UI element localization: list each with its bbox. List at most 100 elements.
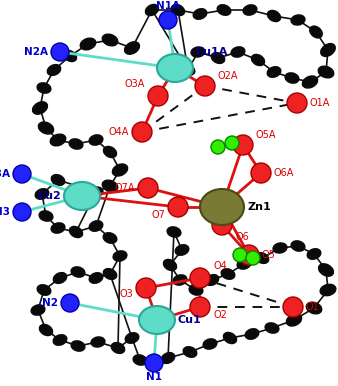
- Ellipse shape: [291, 15, 305, 25]
- Ellipse shape: [231, 47, 245, 57]
- Ellipse shape: [139, 306, 175, 334]
- Ellipse shape: [291, 241, 305, 251]
- Ellipse shape: [40, 324, 52, 335]
- Ellipse shape: [37, 83, 51, 93]
- Ellipse shape: [103, 146, 117, 157]
- Ellipse shape: [223, 332, 237, 344]
- Ellipse shape: [306, 302, 322, 314]
- Ellipse shape: [221, 269, 235, 279]
- Ellipse shape: [255, 252, 269, 263]
- Ellipse shape: [145, 4, 159, 15]
- Ellipse shape: [190, 268, 210, 288]
- Text: N3A: N3A: [0, 169, 10, 179]
- Ellipse shape: [251, 163, 271, 183]
- Ellipse shape: [168, 197, 188, 217]
- Ellipse shape: [124, 42, 140, 54]
- Text: O3: O3: [119, 289, 133, 299]
- Text: O5: O5: [262, 250, 276, 260]
- Ellipse shape: [171, 4, 185, 15]
- Text: O1A: O1A: [310, 98, 330, 108]
- Ellipse shape: [243, 5, 257, 15]
- Ellipse shape: [64, 182, 100, 210]
- Text: N1: N1: [146, 372, 162, 382]
- Ellipse shape: [39, 122, 54, 134]
- Ellipse shape: [89, 135, 103, 145]
- Ellipse shape: [307, 249, 321, 259]
- Ellipse shape: [132, 122, 152, 142]
- Ellipse shape: [283, 297, 303, 317]
- Ellipse shape: [318, 66, 334, 78]
- Ellipse shape: [148, 86, 168, 106]
- Ellipse shape: [111, 343, 125, 354]
- Ellipse shape: [125, 333, 139, 343]
- Ellipse shape: [35, 189, 49, 199]
- Ellipse shape: [225, 136, 239, 150]
- Ellipse shape: [245, 329, 259, 339]
- Ellipse shape: [211, 140, 225, 154]
- Text: O7: O7: [151, 210, 165, 220]
- Ellipse shape: [13, 165, 31, 183]
- Ellipse shape: [265, 323, 279, 333]
- Ellipse shape: [233, 248, 247, 262]
- Ellipse shape: [203, 339, 217, 349]
- Ellipse shape: [159, 11, 177, 29]
- Ellipse shape: [37, 285, 51, 295]
- Ellipse shape: [205, 274, 219, 285]
- Ellipse shape: [138, 178, 158, 198]
- Ellipse shape: [191, 47, 205, 57]
- Ellipse shape: [233, 135, 253, 155]
- Ellipse shape: [71, 341, 85, 351]
- Ellipse shape: [32, 102, 47, 114]
- Ellipse shape: [80, 38, 96, 50]
- Text: O4: O4: [213, 261, 227, 271]
- Text: O4A: O4A: [108, 127, 129, 137]
- Ellipse shape: [102, 34, 118, 46]
- Ellipse shape: [318, 264, 334, 276]
- Ellipse shape: [161, 352, 175, 363]
- Text: Cu2: Cu2: [37, 191, 61, 201]
- Ellipse shape: [164, 259, 176, 271]
- Ellipse shape: [246, 251, 260, 265]
- Ellipse shape: [212, 215, 232, 235]
- Ellipse shape: [181, 65, 195, 75]
- Ellipse shape: [69, 139, 83, 149]
- Ellipse shape: [53, 335, 67, 345]
- Ellipse shape: [200, 189, 244, 225]
- Ellipse shape: [267, 67, 281, 77]
- Ellipse shape: [53, 273, 67, 283]
- Ellipse shape: [89, 187, 103, 197]
- Ellipse shape: [239, 245, 259, 265]
- Ellipse shape: [237, 259, 251, 269]
- Ellipse shape: [13, 203, 31, 221]
- Text: O1: O1: [306, 302, 320, 312]
- Ellipse shape: [47, 64, 61, 75]
- Ellipse shape: [167, 227, 181, 237]
- Ellipse shape: [31, 305, 45, 315]
- Text: O7A: O7A: [115, 183, 135, 193]
- Ellipse shape: [61, 294, 79, 312]
- Ellipse shape: [71, 267, 85, 277]
- Ellipse shape: [310, 26, 322, 38]
- Ellipse shape: [183, 347, 197, 357]
- Ellipse shape: [64, 51, 77, 62]
- Ellipse shape: [287, 93, 307, 113]
- Ellipse shape: [113, 164, 128, 176]
- Ellipse shape: [217, 5, 231, 15]
- Ellipse shape: [89, 221, 103, 231]
- Ellipse shape: [303, 76, 318, 88]
- Text: O2: O2: [213, 310, 227, 320]
- Ellipse shape: [50, 134, 66, 146]
- Ellipse shape: [51, 174, 65, 185]
- Ellipse shape: [267, 10, 281, 22]
- Ellipse shape: [102, 180, 118, 192]
- Ellipse shape: [136, 278, 156, 298]
- Ellipse shape: [69, 227, 82, 237]
- Ellipse shape: [173, 275, 187, 285]
- Ellipse shape: [273, 243, 287, 253]
- Ellipse shape: [89, 273, 103, 283]
- Ellipse shape: [103, 233, 117, 243]
- Text: O3A: O3A: [125, 79, 145, 89]
- Text: O5A: O5A: [256, 130, 276, 140]
- Ellipse shape: [39, 211, 53, 221]
- Text: Cu1A: Cu1A: [196, 47, 228, 57]
